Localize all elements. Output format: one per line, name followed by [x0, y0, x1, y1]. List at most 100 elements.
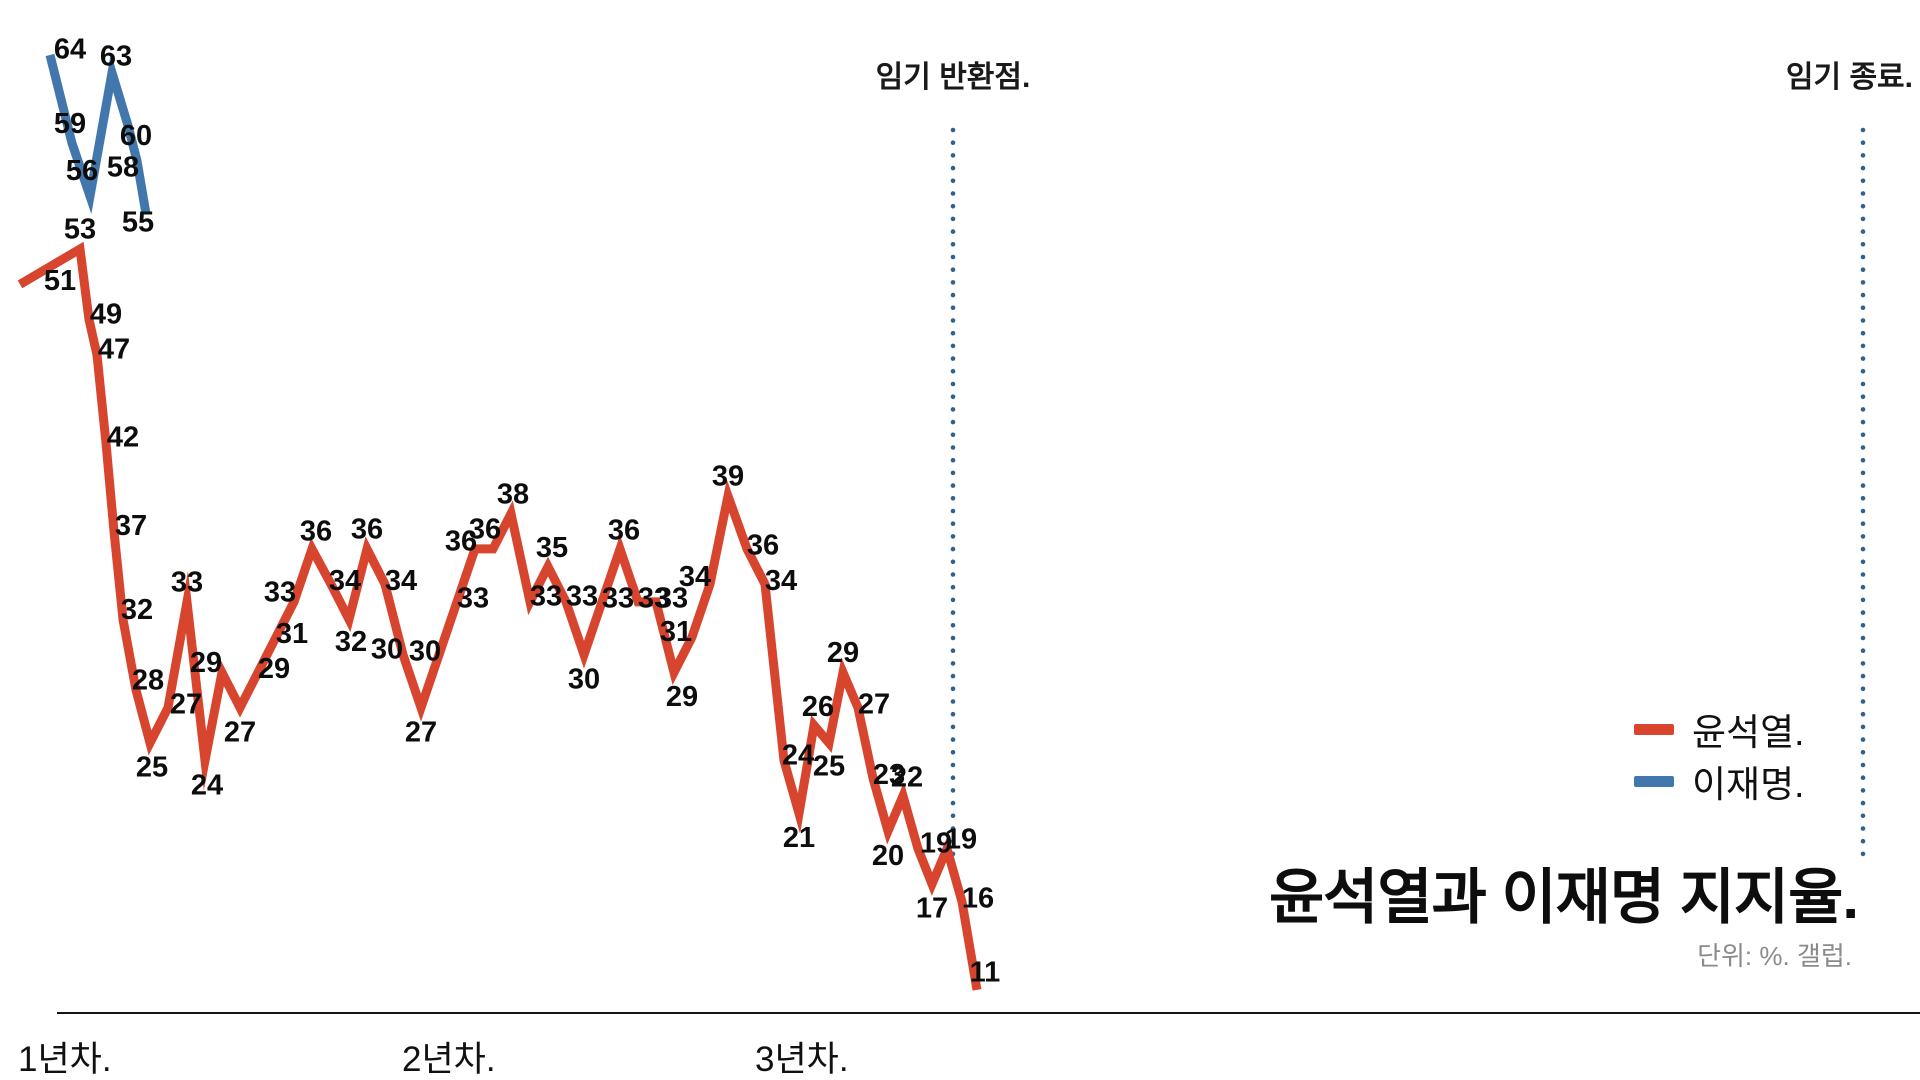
lee-point-label: 64: [54, 34, 86, 66]
yoon-point-label: 30: [371, 633, 403, 665]
dotted-line-halfway: [950, 597, 956, 603]
dotted-line-halfway: [950, 648, 956, 653]
yoon-point-label: 51: [44, 265, 76, 297]
dotted-line-halfway: [950, 242, 956, 247]
yoon-point-label: 32: [121, 594, 153, 626]
dotted-line-halfway: [950, 673, 956, 679]
yoon-point-label: 33: [530, 580, 562, 612]
dotted-line-halfway: [950, 292, 956, 298]
dotted-line-halfway: [950, 724, 956, 730]
dotted-line-halfway: [950, 788, 956, 793]
dotted-line-end: [1860, 407, 1866, 412]
dotted-line-end: [1860, 419, 1866, 425]
dotted-line-end: [1860, 470, 1866, 476]
dotted-line-halfway: [950, 711, 956, 717]
dotted-line-halfway: [950, 140, 956, 145]
yoon-point-label: 17: [916, 893, 948, 925]
yoon-point-label: 29: [190, 647, 222, 679]
dotted-line-halfway: [950, 153, 956, 158]
dotted-line-end: [1860, 546, 1866, 552]
dotted-line-halfway: [950, 737, 956, 742]
legend-label-lee: 이재명.: [1692, 764, 1805, 805]
dotted-line-halfway: [950, 534, 956, 539]
yoon-point-label: 34: [679, 561, 711, 593]
dotted-line-halfway: [950, 127, 956, 133]
yoon-point-label: 23: [873, 759, 905, 791]
legend-item-yoon: 윤석열.: [1634, 707, 1804, 753]
dotted-line-halfway: [950, 483, 956, 488]
dotted-line-halfway: [950, 280, 956, 285]
dotted-line-halfway: [950, 191, 956, 196]
yoon-point-label: 36: [608, 515, 640, 547]
dotted-line-end: [1860, 788, 1866, 793]
dotted-line-halfway: [950, 267, 956, 273]
dotted-line-halfway: [950, 826, 956, 831]
lee-point-label: 63: [100, 40, 132, 72]
legend-item-lee: 이재명.: [1634, 759, 1804, 805]
dotted-line-end: [1860, 724, 1866, 730]
yoon-point-label: 29: [666, 681, 698, 713]
term-halfway-annotation: 임기 반환점.: [875, 61, 1031, 94]
lee-point-label: 58: [107, 151, 139, 183]
dotted-line-end: [1860, 584, 1866, 590]
yoon-point-label: 33: [566, 580, 598, 612]
dotted-line-end: [1860, 508, 1866, 514]
dotted-line-halfway: [950, 254, 956, 260]
yoon-point-label: 26: [802, 691, 834, 723]
yoon-point-label: 38: [497, 478, 529, 510]
dotted-line-halfway: [950, 381, 956, 387]
dotted-line-end: [1860, 711, 1866, 717]
dotted-line-end: [1860, 191, 1866, 196]
chart-title: 윤석열과 이재명 지지율.: [1268, 864, 1859, 931]
yoon-color-swatch: [1634, 723, 1674, 735]
dotted-line-end: [1860, 673, 1866, 679]
yoon-point-label: 20: [872, 840, 904, 872]
dotted-line-halfway: [950, 203, 956, 209]
dotted-line-halfway: [950, 813, 956, 819]
dotted-line-end: [1860, 267, 1866, 273]
dotted-line-halfway: [950, 521, 956, 526]
yoon-point-label: 53: [64, 214, 96, 246]
dotted-line-halfway: [950, 800, 956, 806]
yoon-point-label: 36: [351, 514, 383, 546]
dotted-line-end: [1860, 242, 1866, 247]
dotted-line-halfway: [950, 635, 956, 641]
dotted-line-halfway: [950, 318, 956, 323]
dotted-line-end: [1860, 699, 1866, 704]
yoon-point-label: 31: [276, 618, 308, 650]
dotted-line-end: [1860, 826, 1866, 831]
dotted-line-end: [1860, 153, 1866, 158]
yoon-point-label: 24: [782, 739, 814, 771]
dotted-line-end: [1860, 292, 1866, 298]
dotted-line-halfway: [950, 661, 956, 666]
yoon-point-label: 25: [813, 751, 845, 783]
dotted-line-end: [1860, 597, 1866, 603]
dotted-line-halfway: [950, 394, 956, 400]
dotted-line-end: [1860, 610, 1866, 615]
dotted-line-halfway: [950, 178, 956, 184]
dotted-line-end: [1860, 280, 1866, 285]
yoon-point-label: 35: [536, 532, 568, 564]
dotted-line-end: [1860, 394, 1866, 400]
dotted-line-end: [1860, 445, 1866, 450]
dotted-line-end: [1860, 318, 1866, 323]
dotted-line-halfway: [950, 470, 956, 476]
dotted-line-end: [1860, 559, 1866, 565]
x-axis-label-year2: 2년차.: [402, 1040, 496, 1079]
lee-point-label: 56: [66, 155, 98, 187]
dotted-line-end: [1860, 762, 1866, 768]
yoon-point-label: 33: [638, 582, 670, 614]
dotted-line-end: [1860, 330, 1866, 336]
yoon-point-label: 49: [90, 298, 122, 330]
yoon-point-label: 33: [656, 582, 688, 614]
dotted-line-end: [1860, 381, 1866, 387]
yoon-point-label: 33: [457, 582, 489, 614]
dotted-line-halfway: [950, 457, 956, 463]
dotted-line-end: [1860, 572, 1866, 577]
dotted-line-end: [1860, 483, 1866, 488]
dotted-line-end: [1860, 178, 1866, 184]
dotted-line-halfway: [950, 330, 956, 336]
dotted-line-halfway: [950, 584, 956, 590]
dotted-line-end: [1860, 534, 1866, 539]
dotted-line-end: [1860, 305, 1866, 311]
